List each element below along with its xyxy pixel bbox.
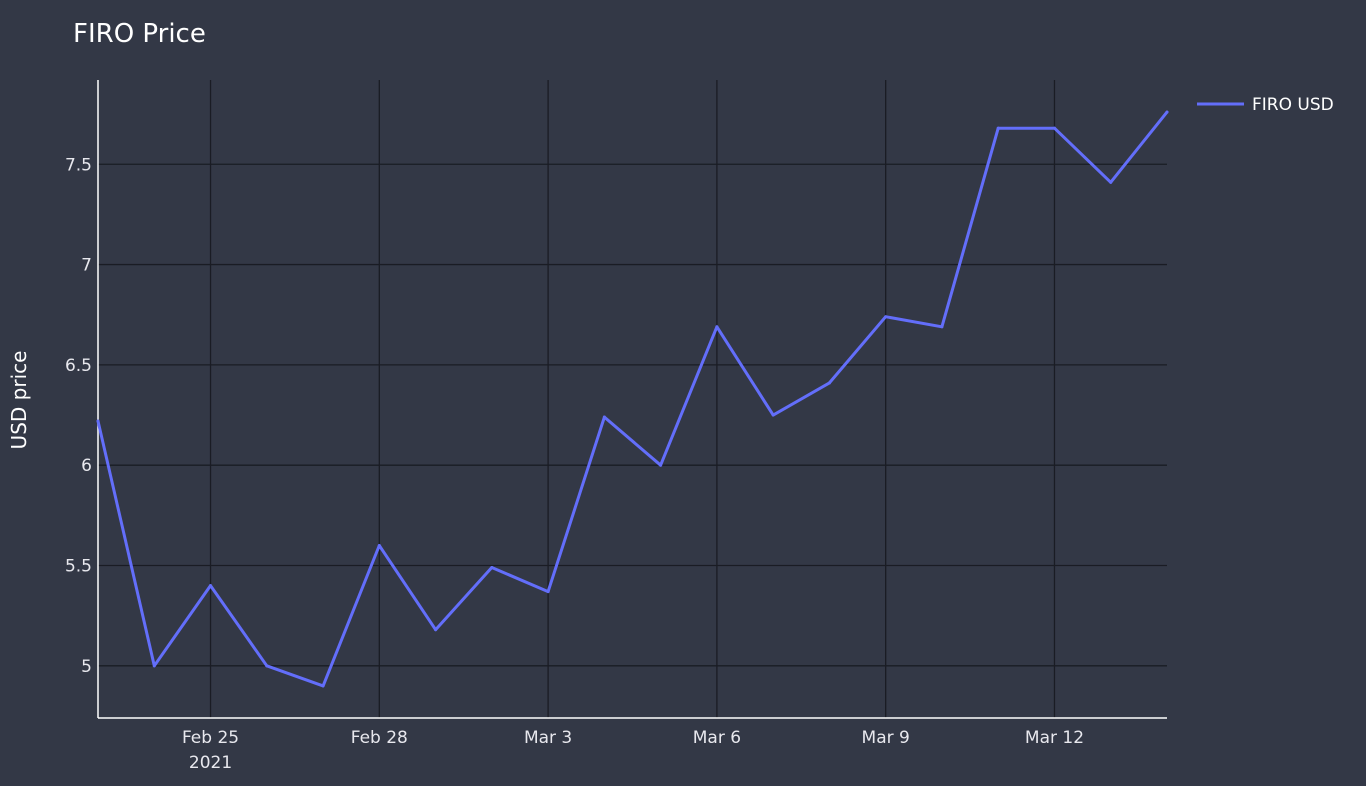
x-tick-label: Feb 25 bbox=[182, 728, 239, 748]
data-point bbox=[771, 413, 775, 417]
data-point bbox=[265, 664, 269, 668]
data-point bbox=[434, 628, 438, 632]
x-tick-label: Mar 6 bbox=[693, 728, 741, 748]
data-point bbox=[490, 566, 494, 570]
legend[interactable]: FIRO USD bbox=[1197, 95, 1334, 115]
y-tick-label: 6.5 bbox=[65, 356, 92, 376]
data-point bbox=[152, 664, 156, 668]
data-point bbox=[884, 315, 888, 319]
data-point bbox=[96, 419, 100, 423]
y-tick-label: 6 bbox=[81, 456, 92, 476]
legend-label-firo-usd: FIRO USD bbox=[1252, 95, 1334, 115]
data-point bbox=[715, 325, 719, 329]
x-tick-label: Mar 3 bbox=[524, 728, 572, 748]
y-tick-label: 5.5 bbox=[65, 557, 92, 577]
y-tick-label: 5 bbox=[81, 657, 92, 677]
series-line-firo-usd[interactable] bbox=[96, 110, 1169, 688]
data-point bbox=[1052, 126, 1056, 130]
data-point bbox=[602, 415, 606, 419]
y-tick-label: 7.5 bbox=[65, 155, 92, 175]
tick-label-layer: 5 5.5 6 6.5 7 7.5 Feb 25 2021 Feb 28 Mar 3 Mar 6 Ma… bbox=[65, 155, 1084, 773]
chart-title: FIRO Price bbox=[73, 19, 206, 49]
data-point bbox=[659, 463, 663, 467]
data-point bbox=[377, 543, 381, 547]
series-layer bbox=[96, 110, 1169, 688]
x-tick-label: Mar 12 bbox=[1025, 728, 1084, 748]
data-point bbox=[996, 126, 1000, 130]
data-point bbox=[1165, 110, 1169, 114]
y-tick-label: 7 bbox=[81, 256, 92, 276]
data-point bbox=[940, 325, 944, 329]
axis-layer bbox=[97, 80, 1167, 719]
x-tick-sublabel: 2021 bbox=[189, 753, 232, 773]
data-point bbox=[1109, 180, 1113, 184]
data-point bbox=[321, 684, 325, 688]
grid-layer bbox=[98, 80, 1167, 718]
data-point bbox=[209, 584, 213, 588]
x-tick-label: Feb 28 bbox=[351, 728, 408, 748]
data-point bbox=[546, 590, 550, 594]
data-point bbox=[827, 381, 831, 385]
y-axis-title: USD price bbox=[7, 351, 31, 450]
x-tick-label: Mar 9 bbox=[862, 728, 910, 748]
